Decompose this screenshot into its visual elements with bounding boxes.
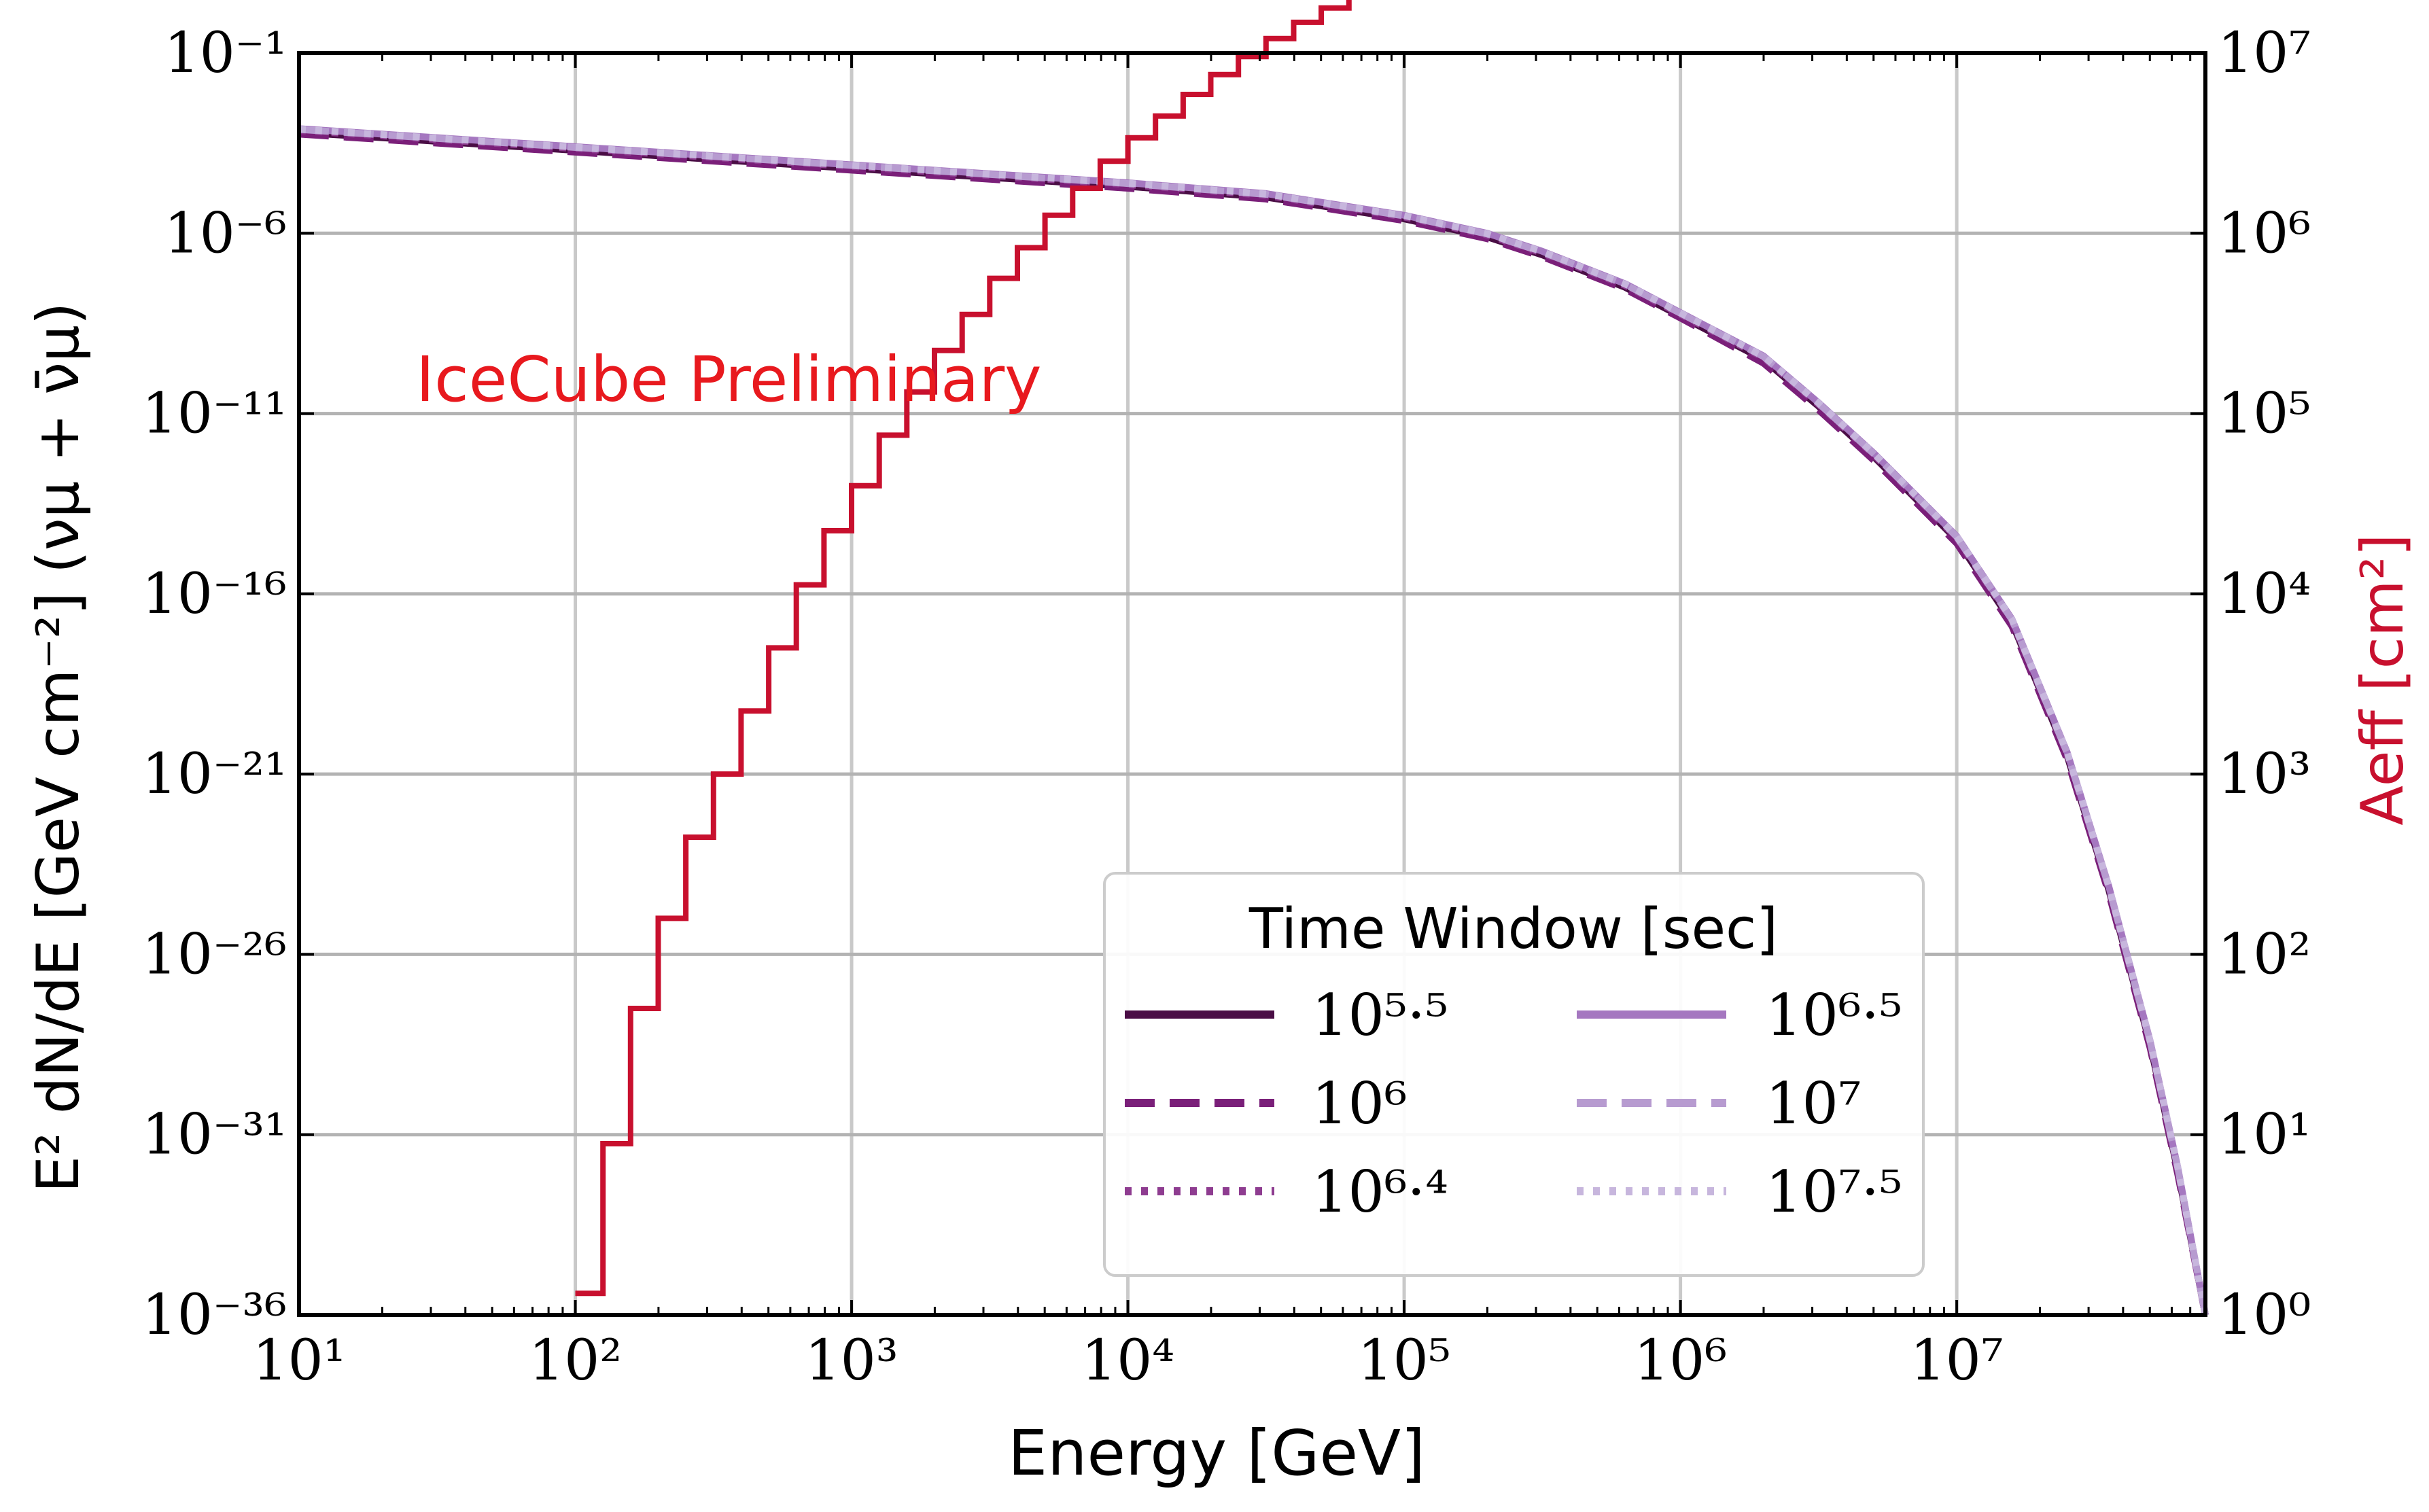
y-left-tick-label: 10⁻⁶ <box>164 201 287 266</box>
x-tick-label: 10⁷ <box>1910 1329 2004 1393</box>
x-tick-label: 10⁴ <box>1081 1329 1174 1393</box>
y-left-tick-label: 10⁻¹ <box>164 21 287 86</box>
y-right-tick-label: 10³ <box>2218 742 2311 807</box>
legend-label: 10⁶·⁵ <box>1766 982 1902 1049</box>
y-right-tick-label: 10⁵ <box>2218 382 2311 446</box>
y-left-axis-label: E² dN/dE [GeV cm⁻²] (νμ + ν̄μ) <box>24 302 92 1193</box>
legend-label: 10⁶ <box>1312 1070 1408 1137</box>
aeff-step-line <box>575 0 1352 1297</box>
flux-series-group <box>298 125 2209 1316</box>
y-right-tick-label: 10⁶ <box>2218 201 2311 266</box>
legend: Time Window [sec] 10⁵·⁵10⁶10⁶·⁴10⁶·⁵10⁷1… <box>1103 872 1925 1277</box>
y-right-tick-label: 10² <box>2218 922 2311 987</box>
axes-frame <box>297 51 2207 1317</box>
legend-entries: 10⁵·⁵ 10⁶ 10⁶·⁴ 10⁶·⁵ 10⁷ 10⁷·⁵ <box>1125 982 1902 1225</box>
x-tick-label: 10⁵ <box>1357 1329 1450 1393</box>
x-tick-label: 10¹ <box>252 1329 345 1393</box>
legend-label: 10⁶·⁴ <box>1312 1159 1448 1225</box>
annotation: IceCube Preliminary <box>416 343 1042 416</box>
axis-ticks: 10¹ 10² 10³ 10⁴ 10⁵ 10⁶ 10⁷ 10⁻³⁶ 10⁻³¹ 10⁻²⁶ 10⁻²… <box>142 21 2311 1393</box>
x-tick-label: 10³ <box>805 1329 898 1393</box>
y-right-tick-label: 10⁷ <box>2218 21 2311 86</box>
y-left-tick-label: 10⁻²⁶ <box>142 922 287 987</box>
legend-box <box>1103 872 1925 1277</box>
y-right-tick-label: 10⁴ <box>2218 562 2311 627</box>
legend-label: 10⁷ <box>1766 1070 1862 1137</box>
grid <box>297 51 2205 1317</box>
y-right-axis-label: Aeff [cm²] <box>2349 533 2417 825</box>
flux-series-line <box>298 126 2209 1316</box>
x-tick-label: 10² <box>529 1329 622 1393</box>
y-left-tick-label: 10⁻¹¹ <box>142 382 287 446</box>
y-right-tick-label: 10⁰ <box>2218 1283 2311 1348</box>
y-left-tick-label: 10⁻³¹ <box>142 1103 287 1167</box>
x-axis-label: Energy [GeV] <box>1008 1417 1425 1490</box>
legend-title: Time Window [sec] <box>1248 897 1778 962</box>
aeff-series-group <box>575 0 1352 1297</box>
x-tick-label: 10⁶ <box>1634 1329 1727 1393</box>
y-left-tick-label: 10⁻²¹ <box>142 742 287 807</box>
legend-label: 10⁷·⁵ <box>1766 1159 1902 1225</box>
legend-label: 10⁵·⁵ <box>1312 982 1448 1049</box>
y-left-tick-label: 10⁻¹⁶ <box>142 562 287 627</box>
y-left-tick-label: 10⁻³⁶ <box>142 1283 287 1348</box>
y-right-tick-label: 10¹ <box>2218 1103 2311 1167</box>
